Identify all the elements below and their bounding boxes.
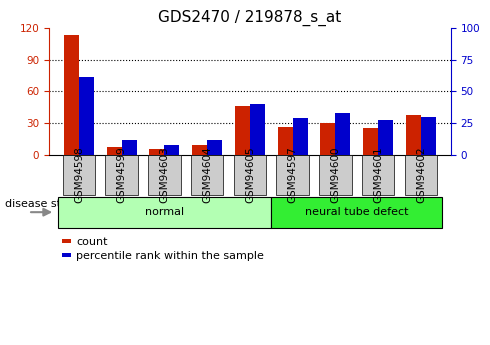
Bar: [363, 128, 378, 155]
Text: neural tube defect: neural tube defect: [305, 207, 409, 217]
Text: GSM94598: GSM94598: [74, 147, 84, 204]
Bar: [335, 113, 350, 155]
Bar: [79, 77, 94, 155]
Bar: [207, 140, 222, 155]
Text: GSM94600: GSM94600: [330, 147, 341, 203]
Text: GSM94599: GSM94599: [117, 147, 127, 204]
Text: GSM94604: GSM94604: [202, 147, 212, 204]
Bar: [107, 147, 122, 155]
Bar: [192, 145, 207, 155]
Text: normal: normal: [145, 207, 184, 217]
Bar: [406, 115, 421, 155]
Bar: [421, 117, 436, 155]
Bar: [235, 106, 250, 155]
Text: GSM94603: GSM94603: [159, 147, 170, 204]
Bar: [250, 104, 265, 155]
Text: percentile rank within the sample: percentile rank within the sample: [76, 251, 264, 260]
Text: disease state: disease state: [5, 199, 79, 208]
Bar: [165, 145, 179, 155]
Text: GSM94601: GSM94601: [373, 147, 383, 204]
Text: GSM94602: GSM94602: [416, 147, 426, 204]
Text: GSM94597: GSM94597: [288, 147, 297, 204]
Text: count: count: [76, 237, 108, 247]
Bar: [378, 119, 393, 155]
Bar: [122, 140, 137, 155]
Bar: [64, 35, 79, 155]
Bar: [278, 127, 293, 155]
Bar: [293, 118, 308, 155]
Text: GSM94605: GSM94605: [245, 147, 255, 204]
Bar: [320, 123, 335, 155]
Title: GDS2470 / 219878_s_at: GDS2470 / 219878_s_at: [158, 10, 342, 26]
Bar: [149, 149, 165, 155]
